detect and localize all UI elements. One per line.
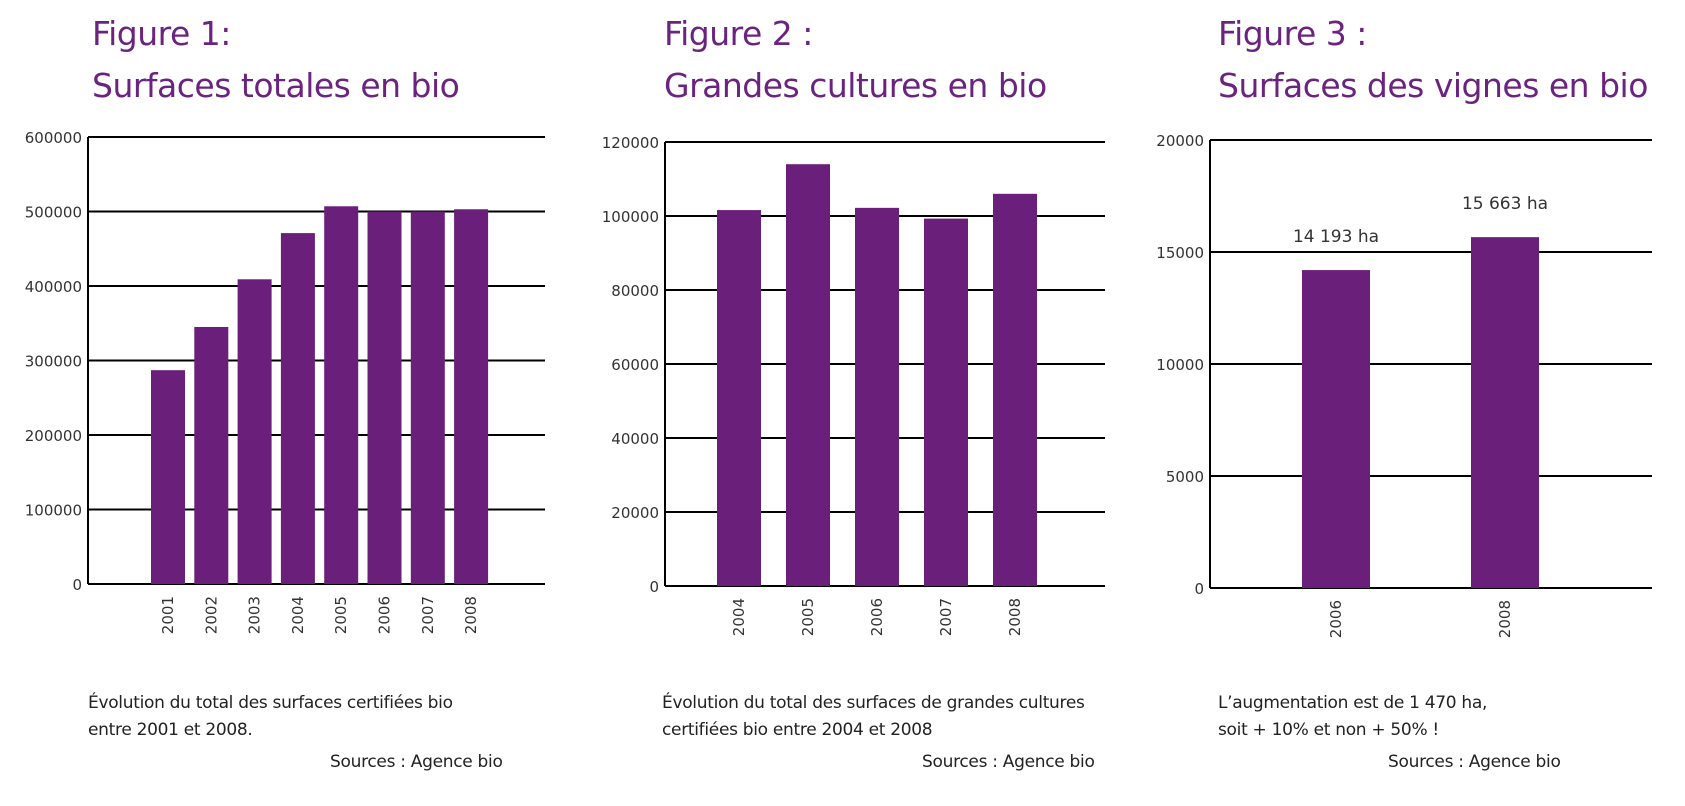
x-tick-label: 2006	[868, 598, 886, 636]
x-tick-label: 2006	[1327, 600, 1345, 638]
figure-1-caption-line-1: Évolution du total des surfaces certifié…	[88, 693, 453, 713]
bar	[1471, 237, 1539, 588]
figure-1-source: Sources : Agence bio	[330, 752, 503, 772]
x-tick-label: 2008	[1496, 600, 1514, 638]
bar	[717, 210, 761, 586]
y-tick-label: 200000	[25, 427, 82, 445]
bar	[855, 207, 899, 587]
bar	[237, 279, 272, 584]
bar	[324, 206, 359, 584]
x-tick-label: 2004	[730, 598, 748, 636]
figure-1-heading: Surfaces totales en bio	[92, 66, 460, 105]
bar	[410, 211, 445, 584]
x-tick-label: 2003	[246, 596, 264, 634]
figure-3-caption-line-1: L’augmentation est de 1 470 ha,	[1218, 693, 1488, 713]
bar	[924, 218, 968, 586]
x-tick-label: 2006	[376, 596, 394, 634]
y-tick-label: 20000	[1156, 132, 1204, 150]
y-tick-label: 600000	[25, 129, 82, 147]
y-tick-label: 400000	[25, 278, 82, 296]
y-tick-label: 80000	[611, 282, 659, 300]
figure-1-chart: 0 100000 200000 300000 400000 500000 600000 200…	[25, 129, 545, 634]
bar	[1302, 270, 1370, 588]
x-tick-label: 2005	[799, 598, 817, 636]
figure-3-heading: Surfaces des vignes en bio	[1218, 66, 1648, 105]
y-tick-label: 10000	[1156, 356, 1204, 374]
y-tick-label: 0	[1194, 580, 1204, 598]
y-tick-label: 100000	[602, 208, 659, 226]
y-tick-label: 15000	[1156, 244, 1204, 262]
x-tick-label: 2005	[332, 596, 350, 634]
y-tick-label: 500000	[25, 204, 82, 222]
y-tick-label: 300000	[25, 353, 82, 371]
bar	[194, 326, 229, 584]
x-tick-label: 2007	[937, 598, 955, 636]
figure-2-title: Figure 2 : Grandes cultures en bio	[664, 8, 1047, 112]
figure-2-panel: Figure 2 : Grandes cultures en bio 0 2000…	[560, 0, 1120, 806]
x-tick-label: 2004	[289, 596, 307, 634]
figure-1-panel: Figure 1: Surfaces totales en bio 0 10000…	[0, 0, 560, 806]
data-label: 14 193 ha	[1293, 227, 1379, 247]
figure-2-caption-line-1: Évolution du total des surfaces de grand…	[662, 693, 1085, 713]
figure-1-caption: Évolution du total des surfaces certifié…	[88, 690, 453, 744]
figure-1-title: Figure 1: Surfaces totales en bio	[92, 8, 460, 112]
x-tick-label: 2001	[159, 596, 177, 634]
y-tick-label: 5000	[1166, 468, 1204, 486]
bar	[454, 209, 489, 584]
figure-3-label: Figure 3 :	[1218, 14, 1367, 53]
figure-3-caption-line-2: soit + 10% et non + 50% !	[1218, 720, 1439, 740]
figure-2-caption-line-2: certifiées bio entre 2004 et 2008	[662, 720, 933, 740]
bar	[367, 211, 402, 584]
bar	[280, 233, 315, 585]
y-tick-label: 120000	[602, 134, 659, 152]
y-tick-label: 100000	[25, 502, 82, 520]
y-tick-label: 20000	[611, 504, 659, 522]
figure-1-caption-line-2: entre 2001 et 2008.	[88, 720, 253, 740]
figure-3-chart: 0 5000 10000 15000 20000 2006 14 193 ha 2008 15 …	[1156, 132, 1652, 638]
figure-2-heading: Grandes cultures en bio	[664, 66, 1047, 105]
x-tick-label: 2008	[1006, 598, 1024, 636]
x-tick-label: 2002	[202, 596, 220, 634]
y-tick-label: 0	[649, 578, 659, 596]
y-tick-label: 60000	[611, 356, 659, 374]
figure-3-title: Figure 3 : Surfaces des vignes en bio	[1218, 8, 1648, 112]
figure-3-source: Sources : Agence bio	[1388, 752, 1561, 772]
bar	[786, 164, 830, 586]
figure-2-chart: 0 20000 40000 60000 80000 100000 120000 2004 200…	[602, 134, 1105, 636]
figure-3-caption: L’augmentation est de 1 470 ha, soit + 1…	[1218, 690, 1487, 744]
figure-3-panel: Figure 3 : Surfaces des vignes en bio 0 5…	[1130, 0, 1685, 806]
x-tick-label: 2008	[462, 596, 480, 634]
bar	[151, 370, 185, 584]
bar	[993, 193, 1037, 587]
figure-1-label: Figure 1:	[92, 14, 231, 53]
figure-2-source: Sources : Agence bio	[922, 752, 1095, 772]
x-tick-label: 2007	[419, 596, 437, 634]
data-label: 15 663 ha	[1462, 194, 1548, 214]
figure-2-caption: Évolution du total des surfaces de grand…	[662, 690, 1085, 744]
figure-2-label: Figure 2 :	[664, 14, 813, 53]
y-tick-label: 40000	[611, 430, 659, 448]
y-tick-label: 0	[72, 576, 82, 594]
